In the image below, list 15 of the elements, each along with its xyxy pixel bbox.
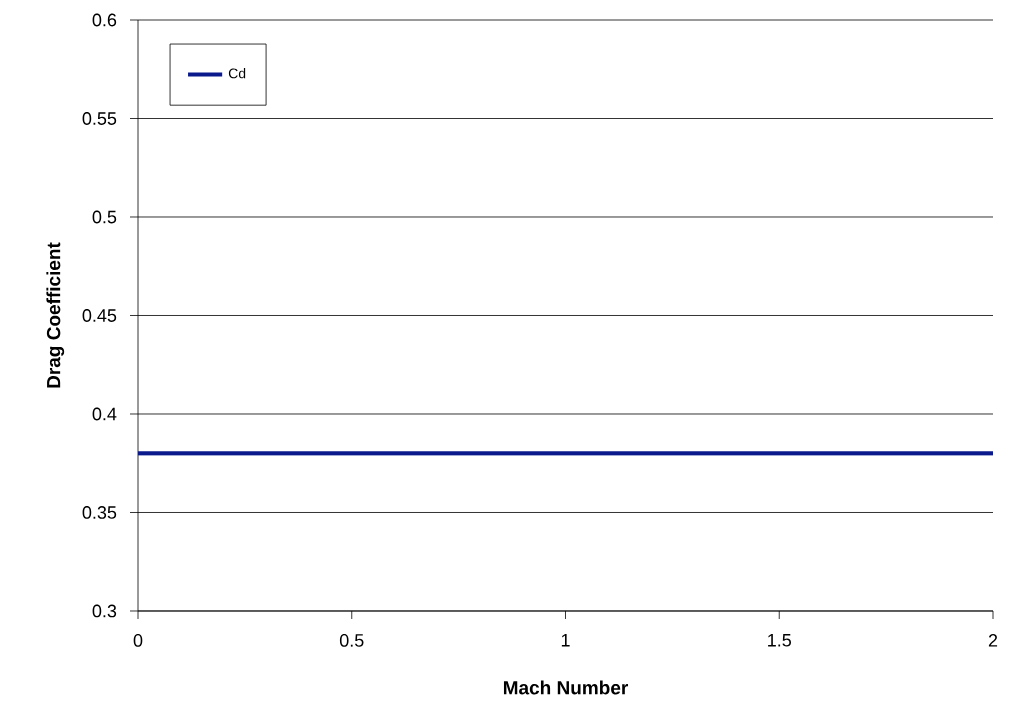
x-tick-label: 1.5 (768, 634, 791, 647)
y-tick-label: 0.55 (82, 112, 117, 125)
y-tick-label: 0.35 (82, 506, 117, 519)
y-tick-label: 0.45 (82, 309, 117, 322)
x-tick-label: 0.5 (339, 634, 364, 647)
legend-label: Cd (228, 68, 246, 79)
x-tick-label: 1 (561, 634, 570, 647)
y-tick-label: 0.5 (92, 210, 117, 224)
y-axis-title: Drag Coefficient (46, 242, 65, 388)
x-tick-label: 0 (133, 634, 143, 647)
y-tick-label: 0.6 (92, 13, 117, 27)
y-tick-label: 0.3 (92, 604, 117, 618)
x-tick-label: 2 (988, 634, 998, 647)
x-axis-title: Mach Number (503, 680, 629, 695)
y-tick-label: 0.4 (92, 407, 117, 421)
